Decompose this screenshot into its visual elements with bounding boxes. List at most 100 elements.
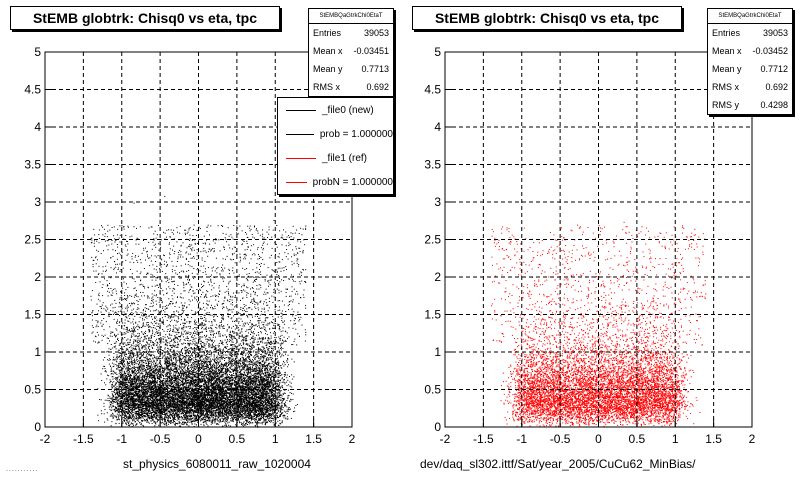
data-point <box>140 367 142 369</box>
data-point <box>143 385 145 387</box>
data-point <box>278 405 280 407</box>
data-point <box>229 363 231 364</box>
data-point <box>208 418 209 420</box>
data-point <box>267 412 269 414</box>
data-point <box>151 402 153 404</box>
data-point <box>267 281 269 282</box>
data-point <box>181 405 183 407</box>
data-point <box>163 372 165 374</box>
data-point <box>214 307 216 309</box>
data-point <box>272 372 274 374</box>
data-point <box>231 405 232 407</box>
data-point <box>197 394 199 396</box>
data-point <box>252 374 254 376</box>
data-point <box>204 361 206 363</box>
data-point <box>136 423 138 425</box>
data-point <box>169 254 171 255</box>
data-point <box>210 327 211 329</box>
data-point <box>235 424 237 426</box>
data-point <box>172 418 174 420</box>
data-point <box>143 375 145 376</box>
data-point <box>257 366 259 368</box>
data-point <box>163 410 165 412</box>
data-point <box>143 286 145 287</box>
data-point <box>194 330 195 332</box>
data-point <box>241 244 243 246</box>
data-point <box>161 381 163 383</box>
data-point <box>156 358 158 360</box>
data-point <box>257 408 259 410</box>
data-point <box>300 274 302 276</box>
data-point <box>103 308 105 310</box>
data-point <box>114 372 115 374</box>
data-point <box>156 417 158 418</box>
data-point <box>191 309 193 311</box>
data-point <box>155 403 157 405</box>
data-point <box>215 406 217 408</box>
data-point <box>233 400 235 402</box>
data-point <box>264 376 266 378</box>
data-point <box>283 410 285 412</box>
data-point <box>103 402 105 404</box>
data-point <box>177 413 179 415</box>
data-point <box>225 365 226 367</box>
data-point <box>131 355 133 357</box>
data-point <box>268 410 270 412</box>
data-point <box>190 257 192 259</box>
data-point <box>173 238 175 240</box>
data-point <box>290 232 292 234</box>
data-point <box>159 268 160 270</box>
data-point <box>122 368 124 370</box>
data-point <box>184 398 186 399</box>
data-point <box>110 267 112 269</box>
data-point <box>272 229 274 231</box>
data-point <box>277 355 278 357</box>
data-point <box>108 315 110 317</box>
data-point <box>277 362 279 364</box>
data-point <box>180 293 182 295</box>
data-point <box>268 347 270 349</box>
data-point <box>169 379 170 381</box>
data-point <box>170 316 172 318</box>
data-point <box>249 372 251 374</box>
data-point <box>282 412 284 414</box>
data-point <box>158 365 160 367</box>
data-point <box>174 368 176 370</box>
data-point <box>245 391 247 393</box>
data-point <box>254 406 256 408</box>
data-point <box>254 388 255 390</box>
data-point <box>171 260 173 262</box>
data-point <box>253 397 255 399</box>
data-point <box>111 391 113 393</box>
data-point <box>259 392 261 394</box>
data-point <box>167 415 169 417</box>
data-point <box>228 294 230 296</box>
data-point <box>240 374 242 376</box>
data-point <box>279 391 281 393</box>
data-point <box>233 331 235 333</box>
data-point <box>186 417 188 419</box>
data-point <box>209 359 211 361</box>
data-point <box>218 378 220 380</box>
data-point <box>247 246 249 248</box>
data-point <box>168 407 170 409</box>
data-point <box>229 410 231 411</box>
data-point <box>219 359 221 361</box>
data-point <box>203 360 205 362</box>
data-point <box>122 421 124 423</box>
data-point <box>152 381 154 383</box>
data-point <box>248 402 250 404</box>
data-point <box>206 376 207 378</box>
data-point <box>182 384 183 385</box>
data-point <box>107 350 109 352</box>
data-point <box>292 233 294 235</box>
data-point <box>119 303 121 305</box>
data-point <box>136 423 138 425</box>
data-point <box>224 360 225 361</box>
data-point <box>132 393 134 395</box>
data-point <box>268 348 269 350</box>
data-point <box>169 371 171 373</box>
data-point <box>139 356 141 358</box>
data-point <box>173 338 175 340</box>
data-point <box>200 318 202 320</box>
